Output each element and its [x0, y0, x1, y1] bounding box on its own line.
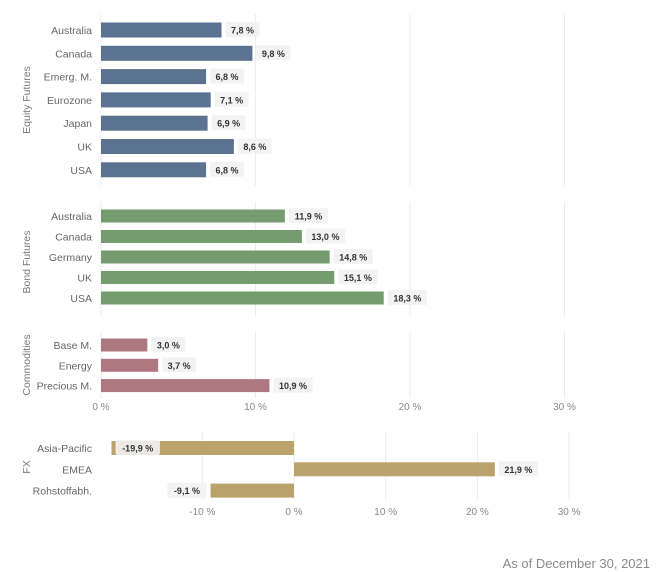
fx-tick-label: 10 % — [374, 507, 397, 518]
fx-value-label-bg — [115, 440, 160, 455]
fx-value-label-rohstoffabh: -9,1 % — [174, 486, 200, 496]
equity-futures-group-label: Equity Futures — [21, 66, 33, 134]
bond-futures-bar-germany — [101, 250, 330, 264]
bond-futures-bar-usa — [101, 291, 384, 305]
fx-value-label-bg — [498, 461, 539, 477]
bond-futures-bar-uk — [101, 271, 335, 284]
equity-futures-bar-australia — [101, 22, 222, 38]
equity-futures-category-label-uk: UK — [77, 142, 92, 154]
equity-futures-category-label-japan: Japan — [63, 118, 92, 130]
equity-futures-bar-usa — [101, 162, 207, 178]
fx-tick-label: 0 % — [285, 507, 302, 518]
commodities-tick-label: 10 % — [244, 402, 267, 413]
commodities-tick-label: 20 % — [399, 402, 422, 413]
equity-futures-value-label-japan: 6,9 % — [217, 119, 240, 129]
commodities-value-label-bg — [273, 377, 313, 393]
equity-futures-category-label-canada: Canada — [55, 48, 92, 60]
commodities-category-label-base-m: Base M. — [53, 340, 92, 352]
equity-futures-bar-emerg-m — [101, 69, 207, 85]
commodities-value-label-bg — [162, 357, 197, 373]
bond-futures-category-label-germany: Germany — [49, 252, 93, 264]
fx-category-label-asia-pacific: Asia-Pacific — [37, 443, 92, 455]
fx-category-label-emea: EMEA — [62, 464, 92, 476]
commodities-bar-energy — [101, 358, 159, 372]
commodities-tick-label: 30 % — [553, 402, 576, 413]
equity-futures-value-label-bg — [210, 68, 245, 84]
bond-futures-bar-australia — [101, 209, 285, 223]
fx-value-label-emea: 21,9 % — [504, 465, 532, 475]
bond-futures-value-label-australia: 11,9 % — [295, 212, 323, 222]
equity-futures-value-label-bg — [237, 138, 272, 154]
fx-category-label-rohstoffabh: Rohstoffabh. — [33, 486, 92, 498]
equity-futures-value-label-bg — [211, 115, 246, 131]
bond-futures-value-label-usa: 18,3 % — [393, 294, 421, 304]
bond-futures-group-label: Bond Futures — [21, 230, 33, 293]
equity-futures-value-label-usa: 6,8 % — [216, 165, 239, 175]
fx-value-label-asia-pacific: -19,9 % — [122, 444, 153, 454]
fx-tick-label: -10 % — [189, 507, 215, 518]
equity-futures-value-label-bg — [214, 91, 249, 107]
bond-futures-category-label-canada: Canada — [55, 232, 92, 244]
commodities-value-label-precious-m: 10,9 % — [279, 381, 307, 391]
commodities-group-label: Commodities — [21, 334, 33, 395]
bond-futures-value-label-bg — [305, 228, 346, 244]
bond-futures-value-label-germany: 14,8 % — [339, 253, 367, 263]
bond-futures-value-label-bg — [338, 269, 378, 285]
commodities-bar-base-m — [101, 338, 148, 352]
equity-futures-bar-uk — [101, 139, 234, 154]
bond-futures-category-label-australia: Australia — [51, 211, 92, 223]
bond-futures-value-label-uk: 15,1 % — [344, 273, 372, 283]
fx-tick-label: 20 % — [466, 507, 489, 518]
bond-futures-bar-canada — [101, 230, 302, 243]
bond-futures-value-label-bg — [288, 208, 329, 223]
equity-futures-value-label-canada: 9,8 % — [262, 49, 285, 59]
equity-futures-value-label-uk: 8,6 % — [243, 142, 266, 152]
bond-futures-value-label-bg — [333, 249, 373, 264]
fx-bar-emea — [294, 462, 495, 477]
equity-futures-value-label-bg — [210, 161, 245, 177]
bond-futures-category-label-usa: USA — [70, 293, 92, 305]
bond-futures-value-label-bg — [387, 290, 427, 305]
equity-futures-bar-canada — [101, 45, 253, 61]
equity-futures-category-label-usa: USA — [70, 165, 92, 177]
commodities-value-label-base-m: 3,0 % — [157, 341, 180, 351]
equity-futures-value-label-bg — [256, 45, 291, 61]
commodities-tick-label: 0 % — [92, 402, 109, 413]
equity-futures-value-label-emerg-m: 6,8 % — [216, 72, 239, 82]
equity-futures-bar-japan — [101, 115, 208, 131]
fx-group-label: FX — [21, 460, 33, 473]
equity-futures-value-label-bg — [225, 22, 260, 37]
equity-futures-category-label-eurozone: Eurozone — [47, 95, 92, 107]
as-of-date: As of December 30, 2021 — [502, 556, 650, 571]
equity-futures-category-label-australia: Australia — [51, 25, 92, 37]
equity-futures-value-label-australia: 7,8 % — [231, 26, 254, 36]
equity-futures-value-label-eurozone: 7,1 % — [220, 95, 243, 105]
commodities-bar-precious-m — [101, 379, 270, 393]
bond-futures-value-label-canada: 13,0 % — [311, 232, 339, 242]
fx-bar-rohstoffabh — [210, 483, 294, 498]
fx-tick-label: 30 % — [558, 507, 581, 518]
bond-futures-category-label-uk: UK — [77, 273, 92, 285]
commodities-value-label-energy: 3,7 % — [168, 361, 191, 371]
commodities-category-label-precious-m: Precious M. — [37, 381, 92, 393]
commodities-category-label-energy: Energy — [59, 360, 93, 372]
equity-futures-bar-eurozone — [101, 92, 211, 108]
equity-futures-category-label-emerg-m: Emerg. M. — [44, 72, 92, 84]
fx-value-label-bg — [167, 482, 207, 498]
commodities-value-label-bg — [151, 337, 186, 352]
